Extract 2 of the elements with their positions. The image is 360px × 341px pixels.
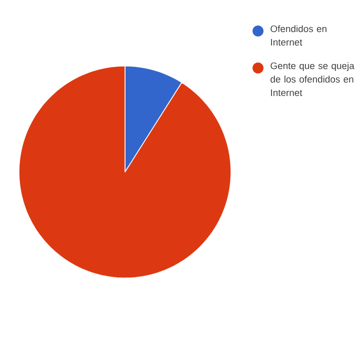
legend-label: Gente que se queja de los ofendidos en Internet bbox=[270, 62, 354, 96]
legend-label: Ofendidos en Internet bbox=[270, 25, 326, 46]
